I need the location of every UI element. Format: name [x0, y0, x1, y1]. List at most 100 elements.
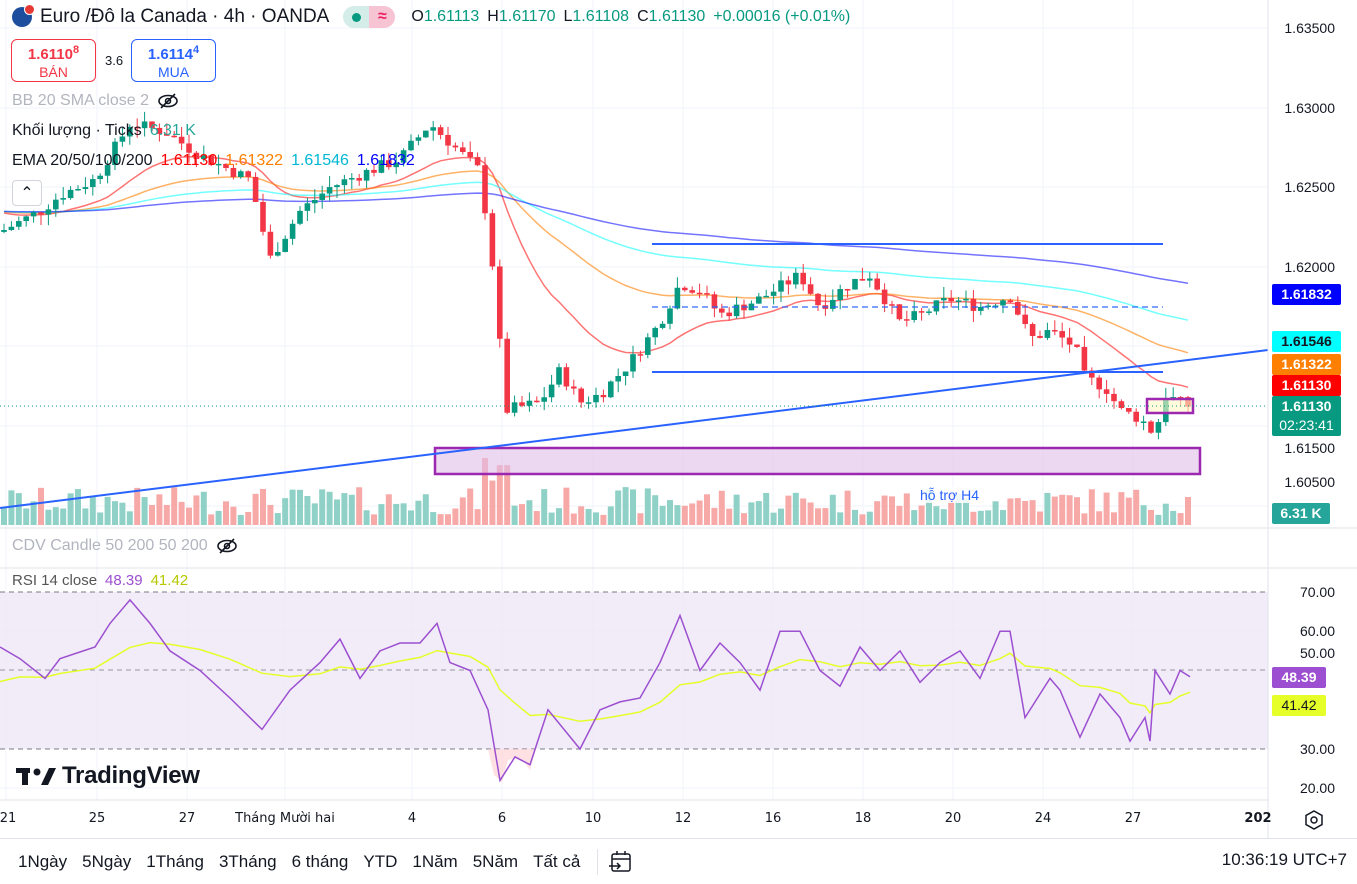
sell-button[interactable]: 1.61108 BÁN — [11, 39, 96, 82]
collapse-legend-button[interactable]: ⌃ — [12, 180, 42, 206]
candle-body — [30, 212, 37, 217]
candle-body — [349, 178, 355, 180]
range-6m-button[interactable]: 6 tháng — [291, 851, 349, 871]
candle-body — [571, 386, 577, 389]
volume-bar — [112, 501, 118, 525]
volume-bar — [519, 504, 525, 525]
low-label: L — [563, 8, 573, 25]
open-label: O — [411, 8, 424, 25]
ema-lines — [3, 155, 1189, 389]
volume-bar — [652, 495, 659, 525]
volume-bar — [822, 508, 829, 525]
candle-body — [393, 162, 399, 168]
candle-body — [90, 179, 96, 188]
volume-indicator-legend[interactable]: Khối lượng · Ticks 6.31 K — [12, 122, 196, 140]
candle-body — [75, 188, 81, 191]
volume-bar — [622, 487, 629, 525]
volume-bar — [297, 489, 303, 525]
volume-bar — [8, 490, 15, 525]
rsi-indicator-legend[interactable]: RSI 14 close 48.39 41.42 — [12, 572, 188, 589]
volume-bar — [415, 500, 422, 525]
range-ytd-button[interactable]: YTD — [363, 851, 398, 871]
time-tick: 18 — [854, 811, 872, 826]
candle-body — [8, 226, 15, 230]
candle-body — [1074, 344, 1080, 347]
eye-off-icon[interactable] — [157, 93, 179, 109]
range-5y-button[interactable]: 5Năm — [472, 851, 519, 871]
candle-body — [963, 298, 969, 301]
go-to-date-calendar-icon[interactable] — [608, 850, 634, 874]
tradingview-logo[interactable]: TradingView — [16, 762, 200, 790]
volume-bar — [681, 505, 688, 525]
volume-bar — [252, 493, 259, 525]
volume-bar — [933, 506, 940, 525]
range-3m-button[interactable]: 3Tháng — [218, 851, 277, 871]
symbol-title[interactable]: Euro /Đô la Canada · 4h · OANDA — [40, 6, 330, 27]
candle-body — [53, 199, 59, 210]
candle-body — [82, 187, 89, 189]
candle-body — [38, 212, 44, 215]
ema50-value: 1.61322 — [225, 152, 284, 169]
clock-timezone[interactable]: 10:36:19 UTC+7 — [1221, 850, 1347, 869]
ohlc-values: O1.61113 H1.61170 L1.61108 C1.61130 +0.0… — [411, 8, 850, 26]
volume-bar — [541, 489, 548, 525]
low-value: 1.61108 — [572, 8, 630, 25]
candle-body — [319, 193, 325, 200]
candle-body — [541, 397, 547, 402]
range-1y-button[interactable]: 1Năm — [412, 851, 458, 871]
volume-bar — [200, 491, 207, 525]
candle-body — [859, 278, 866, 281]
ema200-value: 1.61832 — [356, 152, 415, 169]
ema-indicator-legend[interactable]: EMA 20/50/100/200 1.61130 1.61322 1.6154… — [12, 152, 415, 170]
volume-bar — [667, 500, 673, 525]
buy-button[interactable]: 1.61144 MUA — [131, 39, 216, 82]
bb-indicator-legend[interactable]: BB 20 SMA close 2 — [12, 92, 179, 110]
volume-bar — [97, 512, 104, 525]
volume-bar — [171, 487, 178, 525]
range-1m-button[interactable]: 1Tháng — [146, 851, 204, 871]
volume-bar — [15, 493, 22, 525]
candle-body — [645, 337, 651, 355]
candle-body — [223, 163, 229, 168]
candle-body — [1103, 389, 1110, 394]
volume-bar — [615, 490, 622, 525]
volume-bar — [437, 514, 444, 525]
volume-bar — [704, 494, 710, 525]
volume-bar — [970, 511, 977, 525]
range-1d-button[interactable]: 1Ngày — [18, 851, 68, 871]
chart-canvas[interactable] — [0, 0, 1357, 838]
volume-bar — [23, 508, 30, 525]
range-all-button[interactable]: Tất cả — [533, 851, 581, 871]
ema50-price-tag: 1.61322 — [1272, 354, 1341, 375]
spread-value: 3.6 — [105, 53, 124, 68]
volume-bar — [149, 504, 155, 525]
candle-body — [415, 137, 422, 141]
candle-body — [112, 141, 118, 166]
eye-off-icon[interactable] — [216, 538, 238, 554]
volume-bar — [467, 488, 474, 525]
rsi-tick: 70.00 — [1299, 584, 1335, 600]
market-status-pill[interactable]: ≈ — [343, 6, 396, 28]
volume-bar — [852, 509, 858, 525]
candle-body — [978, 306, 984, 311]
candle-body — [630, 354, 636, 372]
candle-body — [815, 293, 821, 306]
volume-bar — [578, 506, 585, 525]
candle-body — [1081, 346, 1088, 371]
volume-bar — [459, 497, 466, 525]
candle-body — [134, 126, 140, 129]
candle-body — [289, 223, 296, 239]
time-tick: Tháng Mười hai — [235, 811, 335, 826]
range-5d-button[interactable]: 5Ngày — [82, 851, 132, 871]
candle-body — [608, 381, 614, 398]
candle-body — [119, 136, 126, 142]
volume-bar — [1177, 513, 1184, 525]
settings-icon[interactable] — [1303, 809, 1325, 831]
ema50-line — [3, 170, 1189, 354]
volume-bar — [1, 508, 7, 525]
volume-bar — [282, 498, 289, 525]
cdv-indicator-legend[interactable]: CDV Candle 50 200 50 200 — [12, 537, 238, 555]
candle-body — [637, 354, 644, 356]
candle-body — [252, 176, 259, 202]
